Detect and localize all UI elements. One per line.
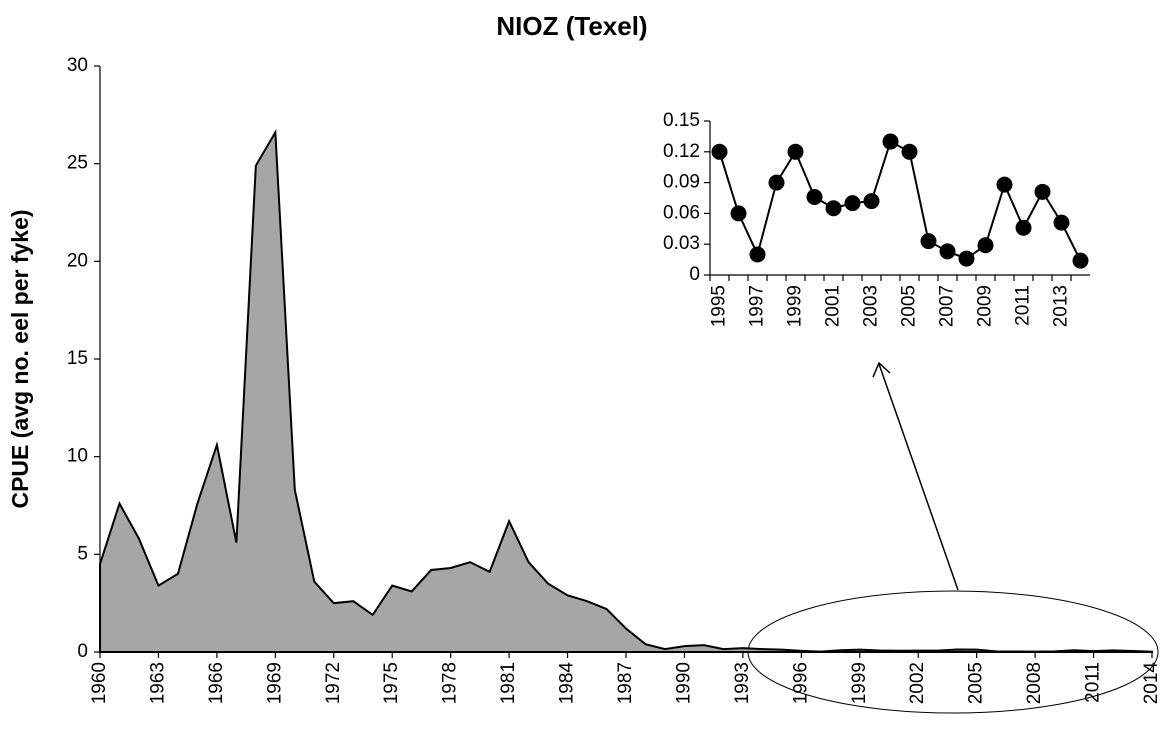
x-tick-label: 1972 <box>323 662 344 704</box>
marker <box>806 188 823 205</box>
marker <box>882 133 899 150</box>
y-tick-label: 15 <box>67 348 88 369</box>
y-tick-label: 0.06 <box>663 202 700 223</box>
marker <box>768 174 785 191</box>
x-tick-label: 2005 <box>966 662 987 704</box>
y-axis-label: CPUE (avg no. eel per fyke) <box>7 209 33 508</box>
y-tick-label: 0.15 <box>663 110 700 131</box>
x-tick-label: 2014 <box>1141 662 1162 705</box>
x-tick-label: 2011 <box>1083 662 1104 703</box>
x-tick-label: 1995 <box>709 285 730 327</box>
x-tick-label: 2002 <box>907 662 928 704</box>
x-tick-label: 2007 <box>937 285 958 327</box>
x-tick-label: 1966 <box>206 662 227 704</box>
marker <box>1072 252 1089 269</box>
y-tick-label: 0 <box>689 264 700 285</box>
x-tick-label: 2013 <box>1051 285 1072 327</box>
marker <box>1053 214 1070 231</box>
x-tick-label: 2008 <box>1024 662 1045 704</box>
y-tick-label: 0.12 <box>663 141 700 162</box>
marker <box>1015 219 1032 236</box>
marker <box>825 200 842 217</box>
x-tick-label: 2009 <box>975 285 996 327</box>
marker <box>863 193 880 210</box>
y-tick-label: 25 <box>67 153 88 174</box>
marker <box>920 233 937 250</box>
marker <box>958 250 975 267</box>
x-tick-label: 1999 <box>785 285 806 327</box>
x-tick-label: 1975 <box>381 662 402 704</box>
x-tick-label: 1997 <box>747 285 768 327</box>
y-tick-label: 0.09 <box>663 172 700 193</box>
marker <box>939 243 956 260</box>
x-tick-label: 1990 <box>673 662 694 704</box>
marker <box>901 143 918 160</box>
x-tick-label: 1981 <box>498 662 519 704</box>
marker <box>977 237 994 254</box>
marker <box>730 205 747 222</box>
marker <box>844 195 861 212</box>
y-tick-label: 0.03 <box>663 233 700 254</box>
x-tick-label: 2003 <box>861 285 882 327</box>
marker <box>996 176 1013 193</box>
y-tick-label: 20 <box>67 250 88 271</box>
marker <box>711 143 728 160</box>
chart-title: NIOZ (Texel) <box>496 11 647 41</box>
y-tick-label: 0 <box>77 641 88 662</box>
area <box>99 129 1153 653</box>
marker <box>749 246 766 263</box>
y-tick-label: 10 <box>67 446 88 467</box>
x-tick-label: 1963 <box>147 662 168 704</box>
line <box>718 140 1082 262</box>
x-tick-label: 2011 <box>1013 285 1034 326</box>
x-tick-label: 1987 <box>615 662 636 704</box>
x-tick-label: 1999 <box>849 662 870 704</box>
x-tick-label: 1969 <box>264 662 285 704</box>
x-tick-label: 1960 <box>89 662 110 704</box>
x-tick-label: 1996 <box>790 662 811 704</box>
y-tick-label: 30 <box>67 55 88 76</box>
marker <box>787 143 804 160</box>
x-tick-label: 1993 <box>732 662 753 704</box>
x-tick-label: 1984 <box>557 662 578 705</box>
marker <box>1034 183 1051 200</box>
arrow-head <box>872 361 891 378</box>
x-tick-label: 2001 <box>823 285 844 327</box>
x-tick-label: 1978 <box>440 662 461 704</box>
arrow <box>878 363 959 591</box>
x-tick-label: 2005 <box>899 285 920 327</box>
y-tick-label: 5 <box>77 543 88 564</box>
